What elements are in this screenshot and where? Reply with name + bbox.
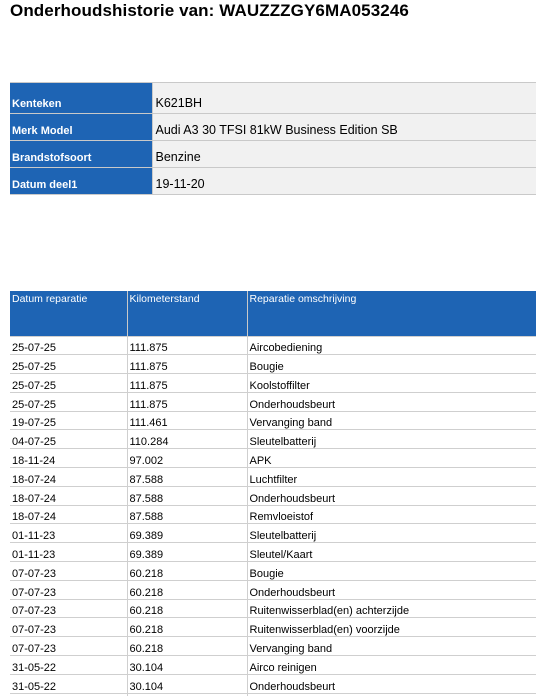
mileage-cell: 110.284 bbox=[127, 429, 248, 450]
vehicle-info-value: 19-11-20 bbox=[152, 167, 536, 195]
column-header-date: Datum reparatie bbox=[10, 291, 128, 336]
maintenance-history-table: Datum reparatie Kilometerstand Reparatie… bbox=[10, 291, 536, 696]
page-title: Onderhoudshistorie van: WAUZZZGY6MA05324… bbox=[10, 1, 409, 20]
repair-date-cell: 19-07-25 bbox=[10, 411, 128, 431]
vehicle-info-table: Kenteken K621BH Merk Model Audi A3 30 TFSI … bbox=[10, 82, 536, 195]
repair-description-cell: Onderhoudsbeurt bbox=[247, 486, 536, 506]
repair-description-cell: Onderhoudsbeurt bbox=[247, 580, 536, 600]
repair-description-cell: Sleutelbatterij bbox=[247, 693, 536, 696]
repair-description-cell: Onderhoudsbeurt bbox=[247, 674, 536, 694]
mileage-cell: 111.875 bbox=[127, 373, 248, 393]
table-row: 01-11-23 69.389 Sleutelbatterij bbox=[10, 523, 536, 544]
mileage-cell: 30.104 bbox=[127, 655, 248, 675]
repair-description-cell: Sleutelbatterij bbox=[247, 523, 536, 544]
mileage-cell: 69.389 bbox=[127, 523, 248, 544]
repair-description-cell: Vervanging band bbox=[247, 636, 536, 657]
table-row: 18-07-24 87.588 Onderhoudsbeurt bbox=[10, 486, 536, 506]
repair-description-cell: Luchtfilter bbox=[247, 467, 536, 487]
repair-description-cell: Koolstoffilter bbox=[247, 373, 536, 393]
table-row: 25-07-25 111.875 Onderhoudsbeurt bbox=[10, 392, 536, 412]
mileage-cell: 60.218 bbox=[127, 599, 248, 619]
repair-date-cell: 18-07-24 bbox=[10, 505, 128, 525]
mileage-cell: 111.875 bbox=[127, 335, 248, 356]
table-row: 04-07-25 110.284 Sleutelbatterij bbox=[10, 429, 536, 450]
table-row: 07-07-23 60.218 Bougie bbox=[10, 561, 536, 581]
repair-date-cell: 25-07-25 bbox=[10, 373, 128, 393]
repair-date-cell: 18-07-24 bbox=[10, 467, 128, 487]
vehicle-info-row: Merk Model Audi A3 30 TFSI 81kW Business … bbox=[10, 113, 536, 141]
vehicle-info-row: Brandstofsoort Benzine bbox=[10, 140, 536, 168]
vehicle-info-row: Kenteken K621BH bbox=[10, 82, 536, 114]
mileage-cell: 69.389 bbox=[127, 542, 248, 563]
repair-date-cell: 31-05-22 bbox=[10, 674, 128, 694]
vehicle-info-label: Merk Model bbox=[10, 113, 153, 141]
mileage-cell: 87.588 bbox=[127, 505, 248, 525]
repair-date-cell: 25-07-25 bbox=[10, 392, 128, 412]
mileage-cell: 97.002 bbox=[127, 448, 248, 469]
repair-date-cell: 01-11-23 bbox=[10, 523, 128, 544]
table-row: 25-07-25 111.875 Koolstoffilter bbox=[10, 373, 536, 393]
table-row: 25-07-25 111.875 Bougie bbox=[10, 354, 536, 375]
repair-description-cell: Ruitenwisserblad(en) voorzijde bbox=[247, 617, 536, 638]
repair-description-cell: Remvloeistof bbox=[247, 505, 536, 525]
table-row: 19-07-25 111.461 Vervanging band bbox=[10, 411, 536, 431]
repair-date-cell: 25-07-25 bbox=[10, 335, 128, 356]
repair-date-cell: 07-07-23 bbox=[10, 636, 128, 657]
repair-date-cell: 07-07-23 bbox=[10, 580, 128, 600]
table-row: 01-11-23 69.389 Sleutel/Kaart bbox=[10, 542, 536, 563]
table-row: 07-07-23 60.218 Ruitenwisserblad(en) achte… bbox=[10, 599, 536, 619]
vehicle-info-label: Kenteken bbox=[10, 82, 153, 114]
repair-description-cell: APK bbox=[247, 448, 536, 469]
repair-date-cell: 18-07-24 bbox=[10, 486, 128, 506]
table-row: 18-11-24 97.002 APK bbox=[10, 448, 536, 469]
mileage-cell: 87.588 bbox=[127, 486, 248, 506]
table-row: 31-05-22 30.104 Onderhoudsbeurt bbox=[10, 674, 536, 694]
vehicle-info-row: Datum deel1 19-11-20 bbox=[10, 167, 536, 195]
repair-date-cell: 07-07-23 bbox=[10, 599, 128, 619]
repair-date-cell: 04-07-25 bbox=[10, 429, 128, 450]
table-row: 31-05-22 30.104 Airco reinigen bbox=[10, 655, 536, 675]
repair-description-cell: Bougie bbox=[247, 354, 536, 375]
repair-description-cell: Sleutel/Kaart bbox=[247, 542, 536, 563]
repair-date-cell: 25-07-25 bbox=[10, 354, 128, 375]
repair-description-cell: Bougie bbox=[247, 561, 536, 581]
vehicle-info-label: Datum deel1 bbox=[10, 167, 153, 195]
table-row: 07-07-23 60.218 Onderhoudsbeurt bbox=[10, 580, 536, 600]
history-header-row: Datum reparatie Kilometerstand Reparatie… bbox=[10, 291, 536, 336]
table-row: 25-07-25 111.875 Aircobediening bbox=[10, 335, 536, 356]
mileage-cell: 60.218 bbox=[127, 561, 248, 581]
vehicle-info-value: Audi A3 30 TFSI 81kW Business Edition SB bbox=[152, 113, 536, 141]
table-row: 18-07-24 87.588 Luchtfilter bbox=[10, 467, 536, 487]
mileage-cell: 111.875 bbox=[127, 392, 248, 412]
vehicle-info-label: Brandstofsoort bbox=[10, 140, 153, 168]
mileage-cell: 30.104 bbox=[127, 693, 248, 696]
column-header-mileage: Kilometerstand bbox=[127, 291, 248, 336]
repair-description-cell: Airco reinigen bbox=[247, 655, 536, 675]
table-row: 07-07-23 60.218 Ruitenwisserblad(en) voorz… bbox=[10, 617, 536, 638]
repair-date-cell: 07-07-23 bbox=[10, 617, 128, 638]
repair-description-cell: Ruitenwisserblad(en) achterzijde bbox=[247, 599, 536, 619]
vehicle-info-value: Benzine bbox=[152, 140, 536, 168]
vehicle-info-value: K621BH bbox=[152, 82, 536, 114]
repair-date-cell: 31-05-22 bbox=[10, 693, 128, 696]
repair-date-cell: 31-05-22 bbox=[10, 655, 128, 675]
mileage-cell: 60.218 bbox=[127, 580, 248, 600]
column-header-description: Reparatie omschrijving bbox=[247, 291, 536, 336]
table-row: 18-07-24 87.588 Remvloeistof bbox=[10, 505, 536, 525]
repair-description-cell: Onderhoudsbeurt bbox=[247, 392, 536, 412]
mileage-cell: 111.461 bbox=[127, 411, 248, 431]
table-row: 07-07-23 60.218 Vervanging band bbox=[10, 636, 536, 657]
repair-date-cell: 07-07-23 bbox=[10, 561, 128, 581]
mileage-cell: 60.218 bbox=[127, 617, 248, 638]
mileage-cell: 87.588 bbox=[127, 467, 248, 487]
mileage-cell: 60.218 bbox=[127, 636, 248, 657]
repair-description-cell: Sleutelbatterij bbox=[247, 429, 536, 450]
mileage-cell: 111.875 bbox=[127, 354, 248, 375]
repair-date-cell: 01-11-23 bbox=[10, 542, 128, 563]
repair-description-cell: Vervanging band bbox=[247, 411, 536, 431]
mileage-cell: 30.104 bbox=[127, 674, 248, 694]
repair-description-cell: Aircobediening bbox=[247, 335, 536, 356]
repair-date-cell: 18-11-24 bbox=[10, 448, 128, 469]
